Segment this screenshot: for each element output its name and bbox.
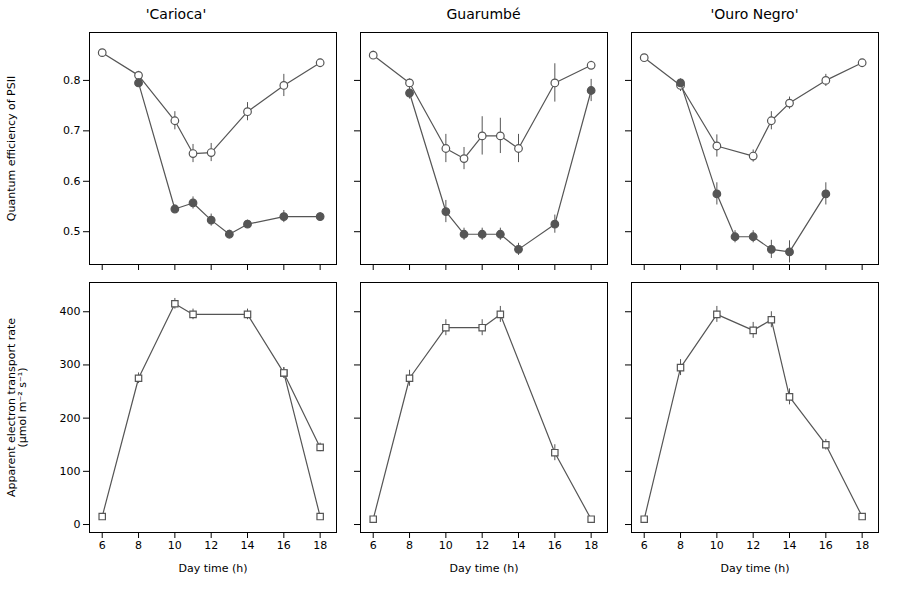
html-text:'Ouro Negro': 'Ouro Negro' [710,6,799,22]
svg-text:400: 400 [60,305,81,318]
svg-text:Day time (h): Day time (h) [720,562,789,575]
svg-text:8: 8 [135,539,142,552]
svg-text:18: 18 [313,539,327,552]
html-text:Guarumbé: Guarumbé [446,6,521,22]
svg-text:18: 18 [855,539,869,552]
svg-text:6: 6 [99,539,106,552]
svg-text:16: 16 [819,539,833,552]
svg-text:0.8: 0.8 [63,74,81,87]
svg-text:6: 6 [641,539,648,552]
svg-text:Day time (h): Day time (h) [449,562,518,575]
svg-text:14: 14 [241,539,255,552]
svg-text:Apparent electron transport ra: Apparent electron transport rate(μmol m⁻… [5,318,29,497]
svg-text:10: 10 [439,539,453,552]
svg-text:10: 10 [710,539,724,552]
svg-text:8: 8 [406,539,413,552]
svg-text:16: 16 [548,539,562,552]
svg-text:0.6: 0.6 [63,175,81,188]
svg-text:Quantum efficiency of PSII: Quantum efficiency of PSII [5,76,18,221]
svg-text:200: 200 [60,412,81,425]
svg-text:10: 10 [168,539,182,552]
svg-text:0: 0 [74,518,81,531]
svg-text:6: 6 [370,539,377,552]
svg-text:14: 14 [512,539,526,552]
svg-text:300: 300 [60,358,81,371]
svg-text:8: 8 [677,539,684,552]
svg-text:100: 100 [60,465,81,478]
svg-text:16: 16 [277,539,291,552]
svg-text:14: 14 [783,539,797,552]
svg-text:18: 18 [584,539,598,552]
svg-text:12: 12 [204,539,218,552]
svg-text:Day time (h): Day time (h) [178,562,247,575]
svg-text:12: 12 [746,539,760,552]
svg-text:0.7: 0.7 [63,124,81,137]
html-text:'Carioca': 'Carioca' [145,6,207,22]
svg-text:0.5: 0.5 [63,225,81,238]
svg-text:12: 12 [475,539,489,552]
